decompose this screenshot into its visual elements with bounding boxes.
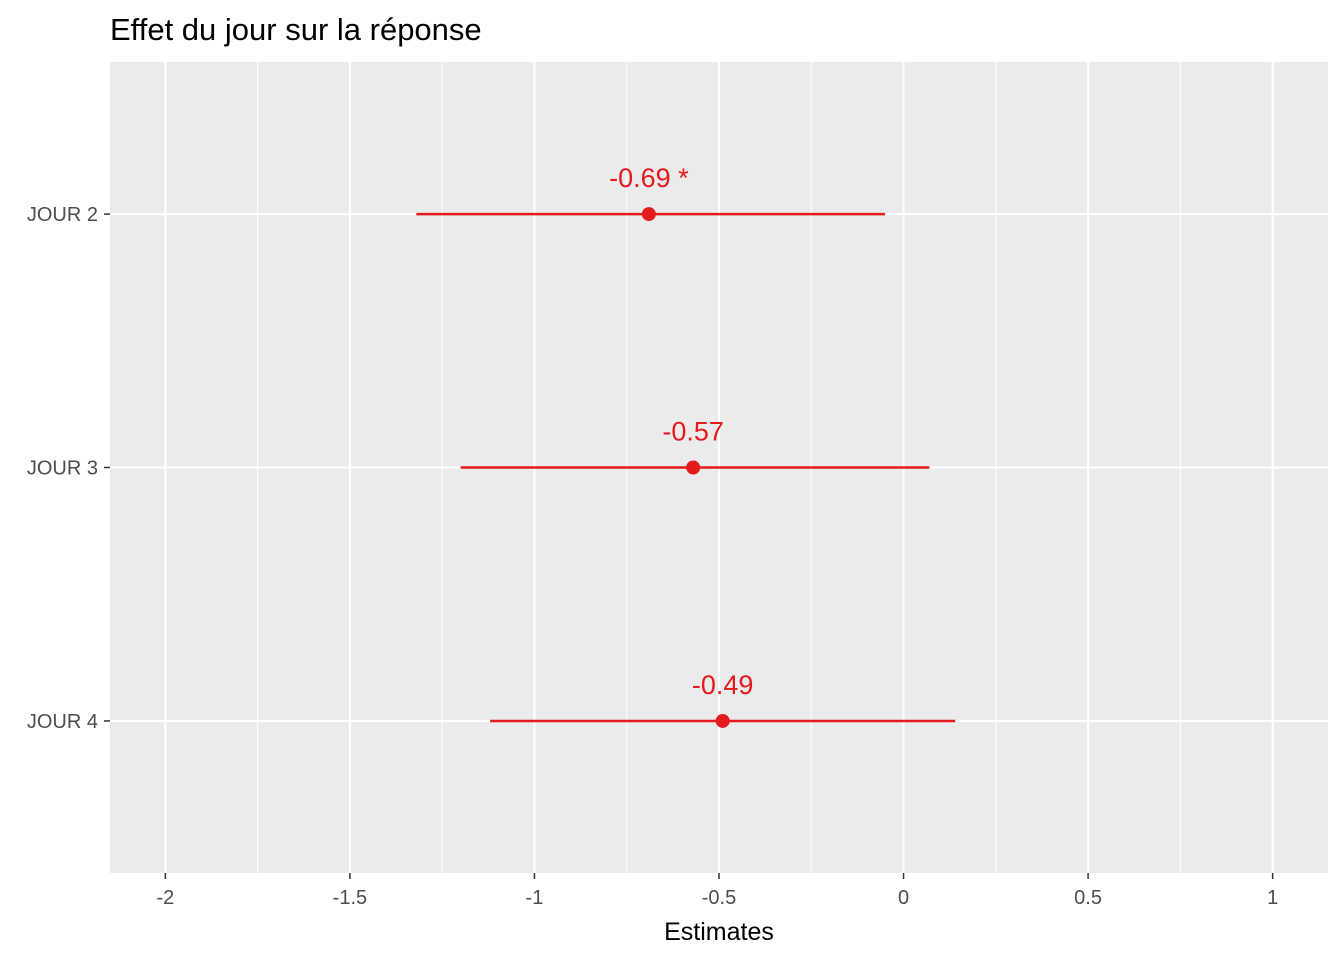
y-tick-label: JOUR 4 (27, 711, 98, 733)
y-tick-label: JOUR 2 (27, 204, 98, 226)
y-tick-label: JOUR 3 (27, 458, 98, 480)
y-axis-ticks: JOUR 2 JOUR 3 JOUR 4 (27, 204, 110, 733)
x-tick-label: -0.5 (702, 887, 736, 909)
x-tick-label: -1 (526, 887, 544, 909)
data-marks: -0.69 * -0.57 -0.49 (416, 163, 956, 728)
x-tick-label: 0 (898, 887, 909, 909)
x-tick-label: 1 (1267, 887, 1278, 909)
data-label: -0.69 * (609, 163, 689, 193)
data-point (715, 713, 730, 728)
x-axis-ticks: -2 -1.5 -1 -0.5 0 0.5 1 (156, 873, 1278, 909)
x-tick-label: -2 (156, 887, 174, 909)
data-label: -0.57 (662, 417, 724, 447)
chart-title: Effet du jour sur la réponse (110, 12, 482, 47)
data-label: -0.49 (692, 670, 754, 700)
data-point (686, 460, 701, 475)
x-tick-label: -1.5 (333, 887, 367, 909)
x-tick-label: 0.5 (1074, 887, 1102, 909)
x-axis-title: Estimates (664, 918, 774, 946)
data-point (641, 207, 656, 222)
